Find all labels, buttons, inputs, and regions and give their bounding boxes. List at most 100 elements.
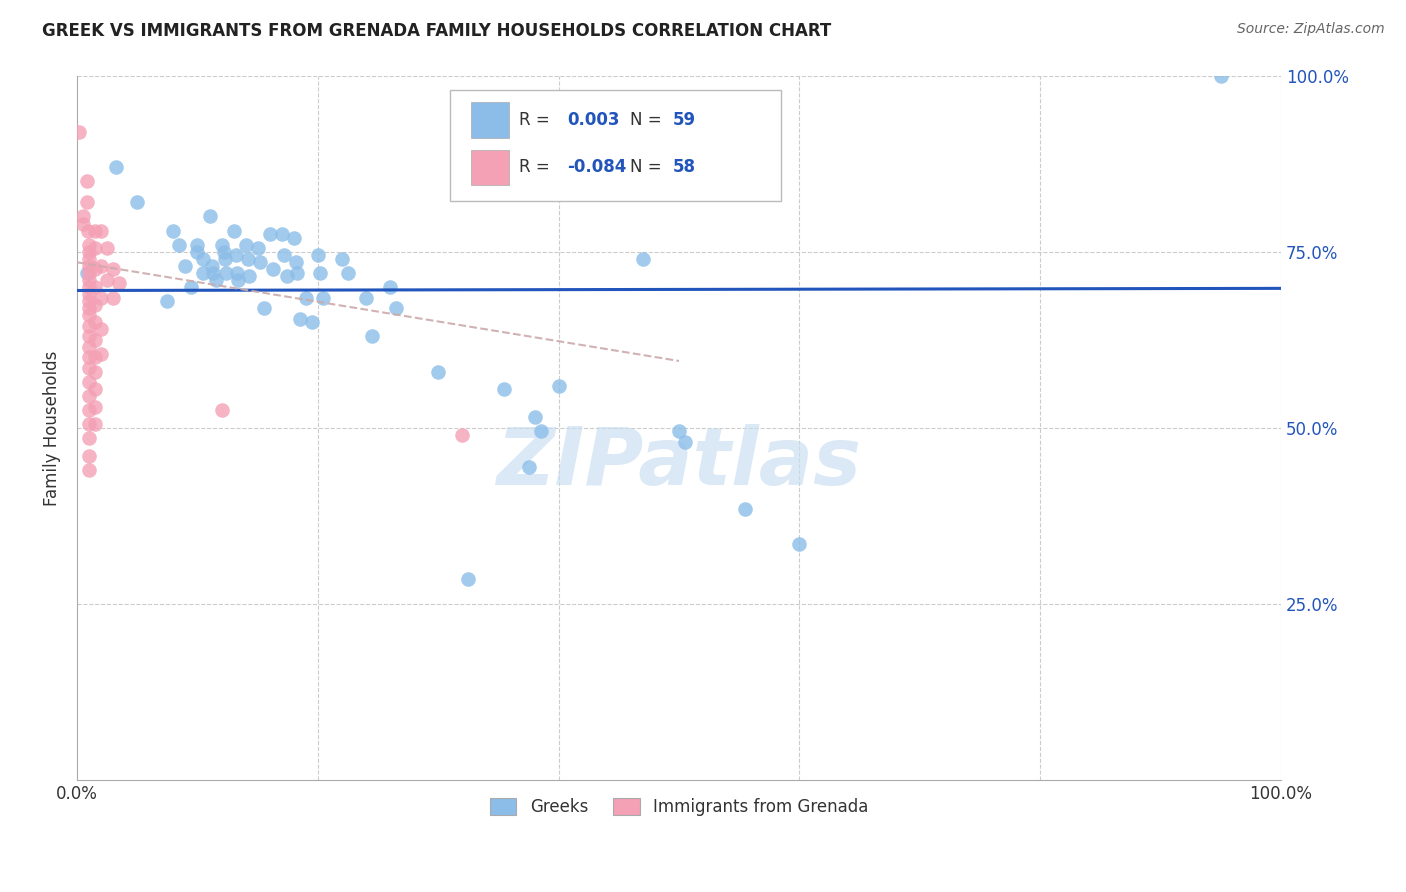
Point bbox=[77, 301, 100, 315]
Point bbox=[77, 463, 100, 477]
Point bbox=[236, 252, 259, 266]
Point bbox=[186, 237, 208, 252]
Point bbox=[162, 223, 184, 237]
Text: R =: R = bbox=[519, 111, 555, 129]
Point bbox=[222, 223, 245, 237]
Point bbox=[77, 417, 100, 432]
Point bbox=[301, 315, 323, 329]
Point bbox=[72, 217, 94, 231]
Point bbox=[734, 502, 756, 516]
Y-axis label: Family Households: Family Households bbox=[44, 351, 60, 506]
Point bbox=[201, 259, 224, 273]
Point bbox=[259, 227, 281, 241]
Point bbox=[90, 223, 112, 237]
Point bbox=[212, 244, 235, 259]
Point bbox=[77, 252, 100, 266]
Point bbox=[84, 315, 107, 329]
Point bbox=[253, 301, 276, 315]
Point bbox=[84, 241, 107, 255]
Point bbox=[90, 347, 112, 361]
Point bbox=[309, 266, 332, 280]
Point bbox=[84, 223, 107, 237]
Point bbox=[77, 351, 100, 365]
Point bbox=[174, 259, 197, 273]
Point bbox=[84, 382, 107, 396]
Point bbox=[90, 291, 112, 305]
FancyBboxPatch shape bbox=[450, 89, 782, 201]
Point bbox=[77, 223, 100, 237]
Point bbox=[84, 417, 107, 432]
Point bbox=[77, 361, 100, 376]
Point bbox=[156, 293, 179, 308]
Point bbox=[789, 537, 811, 551]
Point bbox=[249, 255, 271, 269]
Point bbox=[228, 273, 250, 287]
Point bbox=[307, 248, 329, 262]
Point bbox=[77, 287, 100, 301]
Point bbox=[77, 259, 100, 273]
Point bbox=[273, 248, 295, 262]
Point bbox=[517, 459, 540, 474]
Text: R =: R = bbox=[519, 158, 555, 176]
Point bbox=[77, 244, 100, 259]
Point bbox=[77, 237, 100, 252]
Text: N =: N = bbox=[630, 111, 666, 129]
Point bbox=[215, 266, 238, 280]
Point bbox=[77, 403, 100, 417]
Point bbox=[108, 277, 131, 291]
Point bbox=[84, 333, 107, 347]
Point bbox=[270, 227, 292, 241]
Text: -0.084: -0.084 bbox=[567, 158, 627, 176]
Point bbox=[77, 280, 100, 294]
Point bbox=[283, 230, 305, 244]
Point bbox=[202, 266, 225, 280]
Point bbox=[77, 432, 100, 446]
Point bbox=[77, 318, 100, 333]
Point bbox=[76, 195, 98, 210]
Point bbox=[494, 382, 516, 396]
Point bbox=[361, 329, 384, 343]
FancyBboxPatch shape bbox=[471, 150, 509, 185]
Point bbox=[84, 400, 107, 414]
Point bbox=[198, 210, 221, 224]
Point bbox=[529, 425, 551, 439]
Point bbox=[668, 425, 690, 439]
Point bbox=[77, 449, 100, 463]
Point bbox=[96, 241, 118, 255]
Point bbox=[84, 297, 107, 311]
Point bbox=[378, 280, 401, 294]
Point bbox=[427, 365, 450, 379]
Point bbox=[354, 291, 377, 305]
Text: ZIPatlas: ZIPatlas bbox=[496, 425, 862, 502]
Point bbox=[84, 351, 107, 365]
Point bbox=[90, 259, 112, 273]
Point bbox=[295, 291, 318, 305]
Point bbox=[312, 291, 335, 305]
Point bbox=[193, 252, 215, 266]
Point bbox=[180, 280, 202, 294]
Point bbox=[77, 340, 100, 354]
Text: Source: ZipAtlas.com: Source: ZipAtlas.com bbox=[1237, 22, 1385, 37]
Point bbox=[1209, 69, 1232, 83]
Point bbox=[77, 375, 100, 389]
Text: 59: 59 bbox=[673, 111, 696, 129]
Point bbox=[214, 252, 236, 266]
Point bbox=[77, 308, 100, 322]
Point bbox=[104, 160, 127, 174]
Point bbox=[235, 237, 257, 252]
Point bbox=[523, 410, 546, 425]
Point bbox=[262, 262, 284, 277]
Point bbox=[451, 428, 474, 442]
Point bbox=[211, 403, 233, 417]
Point bbox=[69, 125, 91, 139]
Point bbox=[225, 248, 247, 262]
Point bbox=[204, 273, 226, 287]
Legend: Greeks, Immigrants from Grenada: Greeks, Immigrants from Grenada bbox=[481, 790, 877, 825]
Point bbox=[673, 435, 696, 450]
Text: GREEK VS IMMIGRANTS FROM GRENADA FAMILY HOUSEHOLDS CORRELATION CHART: GREEK VS IMMIGRANTS FROM GRENADA FAMILY … bbox=[42, 22, 831, 40]
Text: 58: 58 bbox=[673, 158, 696, 176]
Point bbox=[84, 365, 107, 379]
Point bbox=[84, 280, 107, 294]
Point bbox=[169, 237, 191, 252]
Point bbox=[238, 269, 260, 284]
